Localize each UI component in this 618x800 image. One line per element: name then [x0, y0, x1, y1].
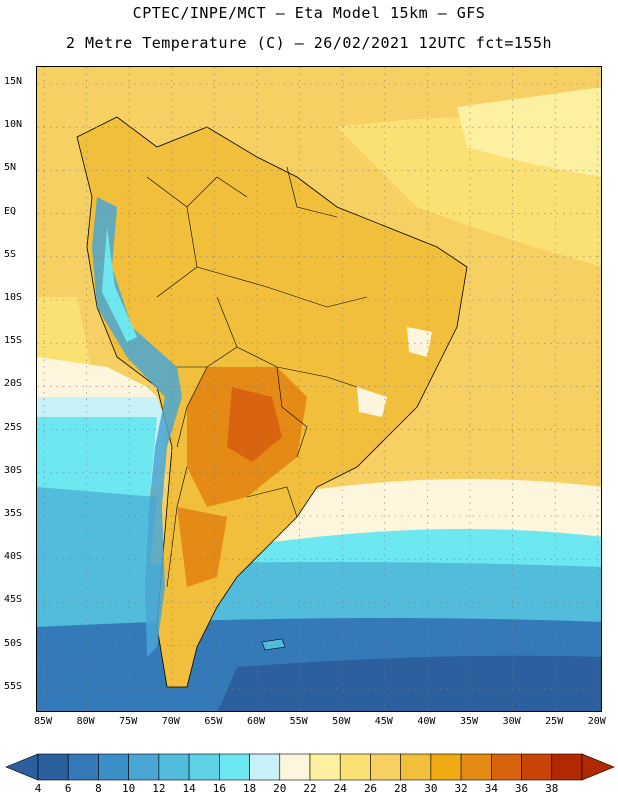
colorbar-label: 30 [424, 782, 438, 795]
colorbar-label: 34 [484, 782, 498, 795]
lon-label: 40W [417, 716, 436, 727]
colorbar-swatch [158, 753, 190, 781]
colorbar-swatch [98, 753, 129, 781]
lon-label: 50W [332, 716, 351, 727]
colorbar [5, 753, 615, 781]
colorbar-label: 28 [394, 782, 408, 795]
colorbar-swatch [128, 753, 160, 781]
lon-label: 85W [33, 716, 53, 727]
lon-label: 65W [204, 716, 223, 727]
colorbar-label: 16 [212, 782, 226, 795]
colorbar-swatch [370, 753, 401, 781]
patagonia-warm [177, 507, 227, 587]
temperature-map [36, 66, 602, 712]
lon-label: 60W [246, 716, 266, 727]
colorbar-swatch [37, 753, 69, 781]
colorbar-label: 6 [64, 782, 72, 795]
lat-label: 30S [4, 464, 23, 476]
north-atlantic-cool [457, 87, 601, 177]
colorbar-label: 18 [242, 782, 257, 795]
map-title: CPTEC/INPE/MCT – Eta Model 15km – GFS [132, 4, 486, 22]
colorbar-label: 36 [514, 782, 529, 795]
lon-label: 30W [502, 716, 521, 727]
falkland-islands [261, 638, 286, 651]
lon-label: 75W [119, 716, 138, 727]
colorbar-swatch [309, 753, 341, 781]
map-canvas [37, 67, 601, 711]
colorbar-arrow-right [581, 753, 615, 781]
colorbar-label: 4 [34, 782, 42, 795]
colorbar-swatch [339, 753, 371, 781]
colorbar-swatch [491, 753, 522, 781]
map-subtitle: 2 Metre Temperature (C) – 26/02/2021 12U… [65, 34, 553, 52]
lat-label: 20S [4, 378, 23, 390]
colorbar-label: 20 [273, 782, 287, 795]
colorbar-label: 10 [122, 782, 136, 795]
colorbar-label: 32 [454, 782, 468, 795]
colorbar-arrow-left [5, 753, 39, 781]
lon-label: 20W [587, 716, 606, 727]
lon-label: 70W [161, 716, 180, 727]
colorbar-label: 24 [333, 782, 347, 795]
colorbar-label: 14 [182, 782, 196, 795]
colorbar-label: 12 [152, 782, 166, 795]
lon-label: 35W [459, 716, 479, 727]
colorbar-swatch [219, 753, 250, 781]
colorbar-label: 22 [303, 782, 317, 795]
lat-label: 25S [4, 421, 23, 433]
lat-label: 5N [4, 162, 17, 174]
lat-label: 50S [4, 637, 23, 649]
colorbar-label: 38 [545, 782, 559, 795]
lat-label: 35S [4, 508, 23, 519]
colorbar-swatch [521, 753, 553, 781]
colorbar-swatch [188, 753, 220, 781]
andes-north-cyan [102, 227, 137, 342]
lon-label: 55W [289, 716, 308, 727]
colorbar-swatch [279, 753, 311, 781]
southern-deepest [217, 655, 601, 711]
lat-label: 5S [4, 248, 17, 260]
colorbar-swatch [249, 753, 281, 781]
colorbar-label: 26 [363, 782, 378, 795]
colorbar-swatch [67, 753, 99, 781]
colorbar-swatch [400, 753, 432, 781]
lat-label: 15S [4, 335, 23, 347]
lat-label: EQ [4, 205, 17, 217]
chaco-hottest [227, 387, 282, 462]
lat-label: 15N [4, 76, 23, 87]
lat-label: 45S [4, 594, 23, 606]
southeast-light-patch [357, 387, 387, 417]
lon-label: 80W [76, 716, 95, 727]
lat-label: 40S [4, 551, 23, 563]
country-borders [146, 166, 368, 588]
lat-label: 10N [4, 119, 23, 131]
colorbar-swatch [430, 753, 462, 781]
colorbar-label: 8 [95, 782, 102, 795]
pacific-light [37, 357, 157, 407]
coastal-light-patch [407, 327, 432, 357]
pacific-mid [37, 487, 157, 587]
lon-label: 25W [545, 716, 564, 727]
lat-label: 55S [4, 680, 23, 692]
colorbar-swatch [551, 753, 583, 781]
lat-label: 10S [4, 292, 23, 303]
colorbar-swatch [460, 753, 492, 781]
lon-label: 45W [374, 716, 393, 727]
